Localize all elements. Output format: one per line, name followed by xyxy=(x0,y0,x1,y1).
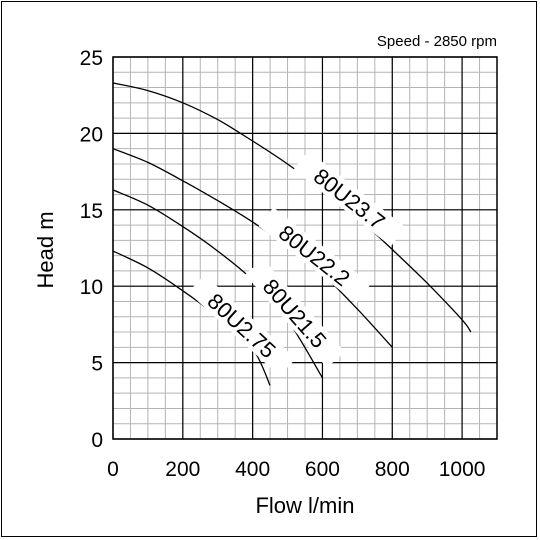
y-tick-label: 10 xyxy=(80,276,103,299)
x-tick-label: 800 xyxy=(375,458,410,481)
y-tick-label: 5 xyxy=(91,353,103,376)
curve-80u22-2 xyxy=(112,148,393,348)
grid xyxy=(112,56,498,440)
curve-label-background xyxy=(245,258,345,368)
y-tick-label: 0 xyxy=(91,429,103,452)
x-tick-label: 600 xyxy=(305,458,340,481)
tick-labels: 0 200 400 600 800 1000 0 5 10 15 20 25 xyxy=(80,47,486,481)
x-tick-label: 400 xyxy=(235,458,270,481)
plot-border xyxy=(112,56,498,440)
x-axis-title: Flow l/min xyxy=(255,493,354,518)
curve-label-background xyxy=(258,207,371,303)
x-tick-label: 200 xyxy=(165,458,200,481)
speed-annotation: Speed - 2850 rpm xyxy=(377,33,497,50)
curve-label: 80U23.7 xyxy=(309,163,390,234)
y-tick-label: 25 xyxy=(80,47,103,70)
y-tick-label: 20 xyxy=(80,123,103,146)
x-tick-label: 0 xyxy=(107,458,119,481)
curve-label-background xyxy=(293,150,406,247)
y-axis-title: Head m xyxy=(33,211,58,288)
curve-label-background xyxy=(188,274,296,377)
x-tick-label: 1000 xyxy=(439,458,486,481)
y-tick-label: 15 xyxy=(80,200,103,223)
